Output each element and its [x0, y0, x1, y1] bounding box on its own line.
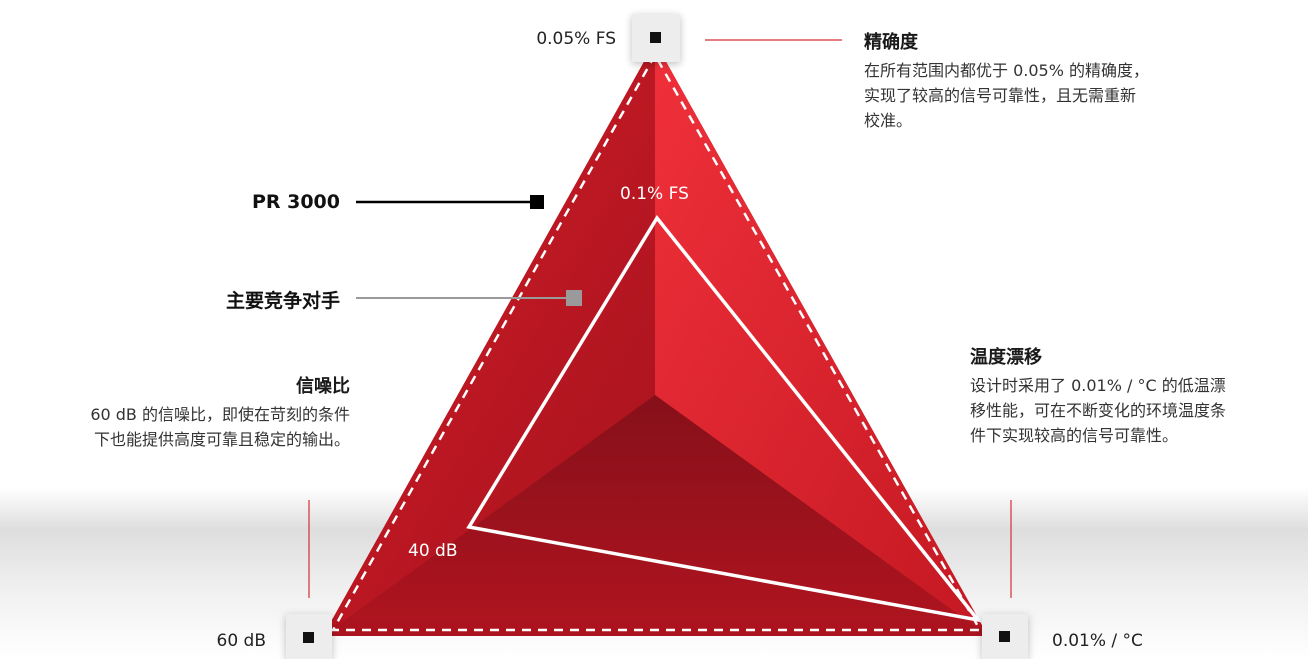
vertex-box-right-dot — [999, 631, 1010, 642]
vertex-label-top: 0.05% FS — [536, 29, 616, 49]
callout-snr: 信噪比 60 dB 的信噪比，即使在苛刻的条件 下也能提供高度可靠且稳定的输出。 — [0, 372, 350, 452]
callout-snr-line: 60 dB 的信噪比，即使在苛刻的条件 — [90, 405, 350, 424]
vertex-label-left: 60 dB — [216, 631, 267, 651]
callout-accuracy: 精确度 在所有范围内都优于 0.05% 的精确度， 实现了较高的信号可靠性，且无… — [864, 28, 1254, 133]
callout-snr-line: 下也能提供高度可靠且稳定的输出。 — [93, 430, 350, 449]
primary-outline — [330, 52, 983, 632]
legend-primary: PR 3000 — [251, 191, 340, 213]
callout-drift-title: 温度漂移 — [970, 347, 1042, 368]
vertex-label-left-inner: 40 dB — [408, 541, 458, 561]
callout-drift: 温度漂移 设计时采用了 0.01% / °C 的低温漂 移性能，可在不断变化的环… — [970, 343, 1306, 448]
vertex-box-top-dot — [650, 32, 661, 43]
callout-snr-title: 信噪比 — [296, 376, 350, 397]
callout-accuracy-title: 精确度 — [864, 32, 918, 53]
callout-accuracy-line: 在所有范围内都优于 0.05% 的精确度， — [864, 61, 1150, 80]
legend-competitor: 主要竞争对手 — [225, 290, 340, 312]
vertex-label-right: 0.01% / °C — [1052, 631, 1143, 651]
vertex-box-left-dot — [303, 632, 314, 643]
vertex-label-top-inner: 0.1% FS — [620, 184, 689, 204]
callout-drift-line: 设计时采用了 0.01% / °C 的低温漂 — [970, 376, 1226, 395]
facet-bottom — [323, 395, 988, 636]
legend-marker-primary — [530, 195, 544, 209]
facet-bottom-lip — [323, 620, 988, 636]
legend-marker-competitor — [566, 290, 582, 306]
facet-right — [655, 42, 988, 636]
callout-drift-line: 件下实现较高的信号可靠性。 — [970, 426, 1179, 445]
facet-left — [323, 42, 655, 636]
callout-drift-line: 移性能，可在不断变化的环境温度条 — [970, 401, 1227, 420]
callout-accuracy-line: 实现了较高的信号可靠性，且无需重新 — [864, 86, 1137, 105]
callout-accuracy-line: 校准。 — [864, 111, 913, 130]
competitor-outline — [466, 214, 983, 623]
